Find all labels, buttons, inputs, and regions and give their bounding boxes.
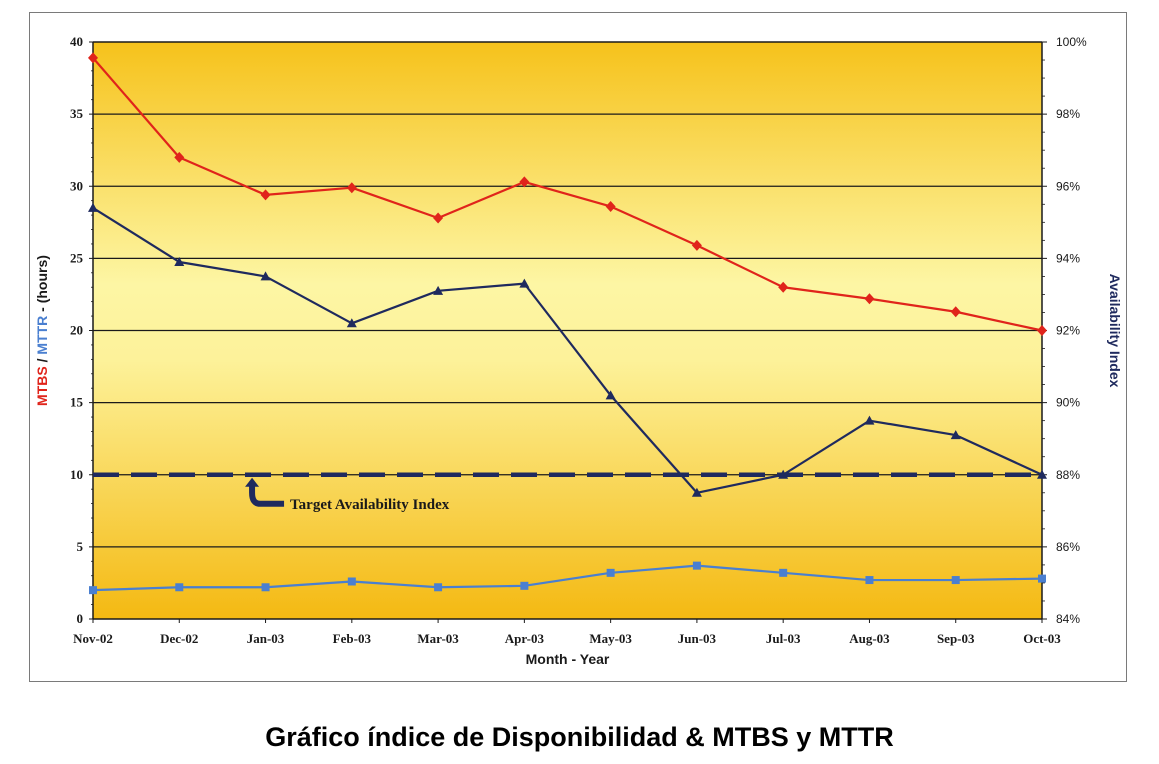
y-left-tick-label: 10 [70,467,83,482]
series-point [520,581,529,590]
series-point [260,189,271,201]
y-right-tick-label: 86% [1056,540,1080,554]
y-left-axis-title-part: / [34,355,50,367]
series-point [1038,574,1046,583]
x-tick-label: Jul-03 [766,631,801,646]
y-right-axis-title: Availability Index [1107,274,1123,388]
series-point [88,52,98,64]
series-point [260,271,271,281]
y-left-tick-label: 30 [70,178,83,193]
y-left-tick-label: 15 [70,395,84,410]
x-axis-title: Month - Year [526,651,610,667]
series-point [175,583,184,592]
series-point [865,576,874,585]
y-right-tick-label: 88% [1056,468,1080,482]
x-tick-label: Jun-03 [678,631,717,646]
series-point [174,151,185,163]
target-label: Target Availability Index [290,497,450,513]
y-left-tick-label: 0 [77,611,84,626]
series-point [519,176,530,188]
y-right-tick-label: 90% [1056,396,1080,410]
series-point [89,586,97,595]
x-tick-label: Oct-03 [1023,631,1061,646]
series-point [519,278,530,288]
y-right-tick-label: 92% [1056,324,1080,338]
series-point [1037,325,1047,336]
series-point [174,256,185,266]
series-line [92,57,1043,332]
series-point [261,583,270,592]
y-left-axis-title-part: MTBS [34,366,50,406]
series-point [433,285,444,295]
y-left-tick-label: 35 [70,106,84,121]
series-point [346,182,357,194]
x-tick-label: Sep-03 [937,631,975,646]
y-left-axis-title-part: - (hours) [34,255,50,316]
series-point [950,306,961,318]
series-point [433,212,444,224]
x-tick-label: Feb-03 [333,631,372,646]
y-right-tick-label: 100% [1056,35,1087,49]
y-left-tick-label: 25 [70,250,84,265]
series-point [950,430,961,440]
series-line [92,206,1043,494]
y-right-tick-label: 96% [1056,179,1080,193]
series-point [1037,469,1047,479]
series-line [92,564,1043,592]
chart: Target Availability Index 0 5 10 15 20 25 30 35… [34,34,1123,667]
target-arrow-head [245,477,260,487]
series-point [864,415,875,425]
series-point [951,576,960,585]
series-point [605,390,616,400]
series-point [691,487,702,497]
target-arrow [249,484,285,507]
series-point [691,239,702,251]
series-point [778,469,789,479]
y-left-tick-label: 40 [70,34,83,49]
x-tick-label: Dec-02 [160,631,198,646]
y-left-tick-label: 5 [77,539,84,554]
y-right-tick-label: 94% [1056,251,1080,265]
x-tick-label: May-03 [589,631,632,646]
x-tick-label: Aug-03 [849,631,890,646]
series-point [692,561,701,570]
y-right-tick-label: 98% [1056,107,1080,121]
series-point [347,577,356,586]
series-point [778,281,789,293]
figure-caption: Gráfico índice de Disponibilidad & MTBS … [265,722,894,752]
series-point [88,202,98,212]
series-point [779,568,788,577]
series-point [434,583,443,592]
x-tick-label: Apr-03 [505,631,545,646]
x-tick-label: Jan-03 [247,631,285,646]
series-point [864,293,875,305]
x-tick-label: Mar-03 [417,631,459,646]
chart-frame: Target Availability Index 0 5 10 15 20 25 30 35… [29,12,1127,682]
y-left-axis-title: MTBS / MTTR - (hours) [34,255,50,406]
series-point [606,568,615,577]
y-right-tick-label: 84% [1056,612,1080,626]
y-left-tick-label: 20 [70,323,83,338]
series-point [605,200,616,212]
x-tick-label: Nov-02 [73,631,113,646]
y-left-axis-title-part: MTTR [34,316,50,355]
series-point [346,318,357,328]
